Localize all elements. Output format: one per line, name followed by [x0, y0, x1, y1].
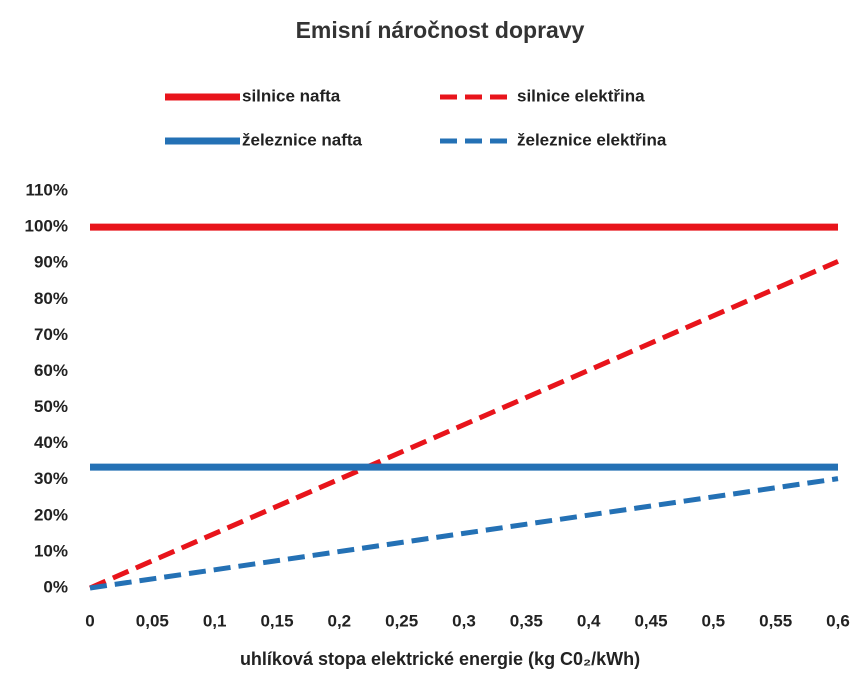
x-axis-title: uhlíková stopa elektrické energie (kg C0… [240, 649, 640, 669]
y-tick-label: 110% [25, 180, 68, 199]
chart-title: Emisní náročnost dopravy [296, 17, 585, 43]
legend-label: železnice elektřina [517, 130, 667, 149]
x-tick-label: 0,1 [203, 611, 227, 630]
x-tick-label: 0,3 [452, 611, 476, 630]
y-tick-label: 50% [34, 397, 68, 416]
legend-label: silnice elektřina [517, 86, 645, 105]
x-tick-label: 0,55 [759, 611, 792, 630]
series-line [89, 476, 839, 591]
y-tick-label: 30% [34, 469, 68, 488]
y-tick-label: 60% [34, 361, 68, 380]
x-tick-label: 0,05 [136, 611, 169, 630]
x-tick-label: 0,2 [328, 611, 352, 630]
y-tick-label: 100% [25, 217, 68, 236]
x-tick-label: 0,45 [634, 611, 667, 630]
legend-label: silnice nafta [242, 86, 341, 105]
y-tick-label: 90% [34, 253, 68, 272]
y-tick-label: 40% [34, 433, 68, 452]
x-tick-label: 0,4 [577, 611, 601, 630]
y-tick-label: 10% [34, 541, 68, 560]
x-tick-label: 0,15 [260, 611, 293, 630]
x-tick-label: 0 [85, 611, 94, 630]
y-tick-label: 80% [34, 289, 68, 308]
legend-label: železnice nafta [242, 130, 363, 149]
x-tick-label: 0,35 [510, 611, 543, 630]
y-tick-label: 0% [43, 577, 68, 596]
series-line [88, 259, 840, 591]
x-tick-label: 0,6 [826, 611, 850, 630]
y-tick-label: 20% [34, 505, 68, 524]
x-tick-label: 0,25 [385, 611, 418, 630]
x-tick-label: 0,5 [702, 611, 726, 630]
y-tick-label: 70% [34, 325, 68, 344]
